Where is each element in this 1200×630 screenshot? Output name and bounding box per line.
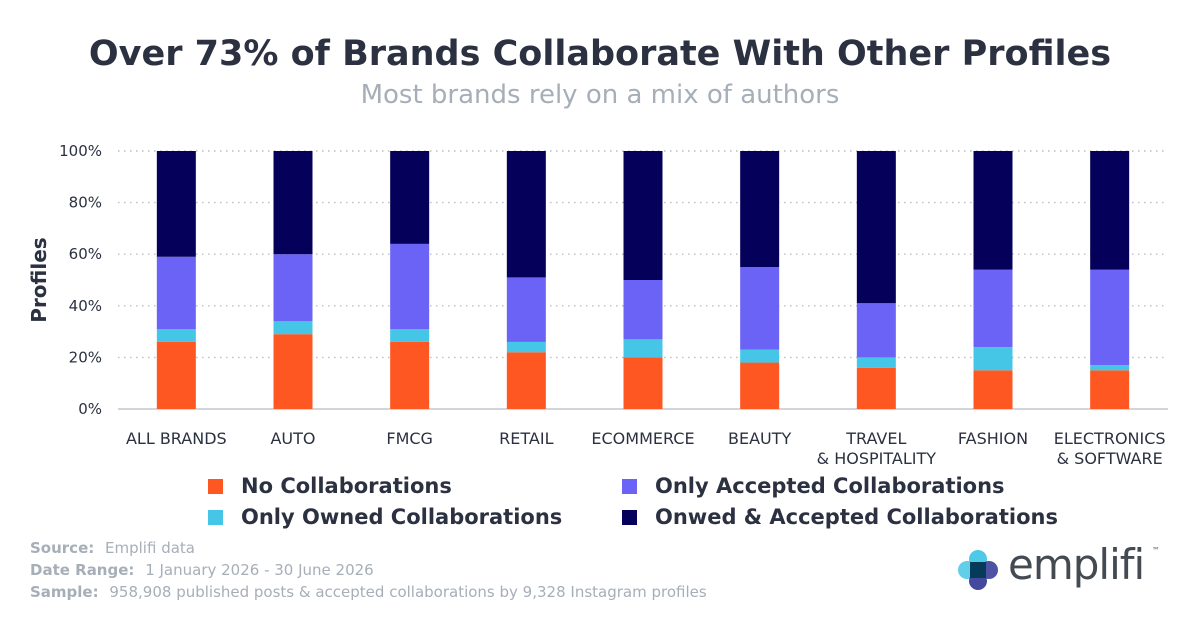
x-tick-label: RETAIL [499,429,553,448]
bar-segment [740,151,780,268]
legend-label: Onwed & Accepted Collaborations [655,505,1058,529]
bar-segment [1090,370,1130,409]
x-tick-label: FASHION [958,429,1028,448]
x-tick-label: AUTO [270,429,315,448]
footer-sample-label: Sample: [30,583,99,601]
legend-label: No Collaborations [241,474,452,498]
emplifi-logo-icon [958,550,998,590]
x-tick-label: ALL BRANDS [126,429,227,448]
footer-source: Source: Emplifi data [30,539,195,557]
bar-segment [156,151,196,257]
bar-segment [973,347,1013,371]
bar-segment [156,329,196,342]
bar-segment [1090,151,1130,270]
bar-segment [856,303,896,358]
bar-segment [506,352,546,409]
legend-item-only-accepted-collaborations: Only Accepted Collaborations [622,474,1005,498]
y-tick-label: 80% [69,194,102,212]
x-tick-label: & HOSPITALITY [817,449,937,468]
emplifi-logo: emplifi ™ [956,540,1166,596]
footer-sample-value: 958,908 published posts & accepted colla… [109,583,707,601]
bar-segment [390,341,430,409]
bar-segment [390,243,430,330]
bar-segment [506,277,546,342]
bar-segment [1090,365,1130,371]
trademark-symbol: ™ [1152,546,1160,555]
stacked-bar-chart: 0% 20% 40% 60% 80% 100% Profiles ALL BRANDS AUTO… [27,142,1168,468]
y-axis-title: Profiles [27,237,51,322]
legend-swatch [622,478,637,494]
x-tick-label: ELECTRONICS [1054,429,1166,448]
bar-segment [273,254,313,322]
footer-date-value: 1 January 2026 - 30 June 2026 [145,561,374,579]
bar-segment [156,256,196,330]
legend-item-only-owned-collaborations: Only Owned Collaborations [208,505,562,529]
bar-segment [740,349,780,363]
legend-swatch [208,509,223,525]
y-tick-label: 100% [59,142,102,160]
footer-source-label: Source: [30,539,95,557]
y-tick-label: 40% [69,297,102,315]
bar-segment [1090,269,1130,366]
bar-segment [623,151,663,280]
legend-item-no-collaborations: No Collaborations [208,474,452,498]
bar-segment [973,370,1013,409]
bar-segment [856,367,896,409]
x-tick-label: & SOFTWARE [1057,449,1163,468]
y-tick-label: 60% [69,245,102,263]
chart-title: Over 73% of Brands Collaborate With Othe… [88,34,1112,74]
footer-source-value: Emplifi data [105,539,195,557]
bar-segment [856,357,896,368]
y-tick-label: 20% [69,348,102,366]
x-tick-label: TRAVEL [845,429,906,448]
bar-segment [506,341,546,353]
x-tick-label: BEAUTY [728,429,792,448]
legend-label: Only Owned Collaborations [241,505,563,529]
footer-date-label: Date Range: [30,561,135,579]
bar-segment [623,339,663,358]
bar-segment [273,151,313,255]
x-tick-label: FMCG [386,429,433,448]
legend-item-owned-and-accepted-collaborations: Onwed & Accepted Collaborations [622,505,1058,529]
bar-segment [273,334,313,409]
bar-segment [740,267,780,350]
legend-swatch [208,478,223,494]
bar-segment [390,151,430,244]
y-tick-label: 0% [78,400,102,418]
legend-label: Only Accepted Collaborations [655,474,1005,498]
emplifi-logo-wordmark: emplifi [1008,540,1145,589]
bar-segment [973,269,1013,348]
bar-segment [623,357,663,409]
bar-segment [390,329,430,342]
bar-segment [156,341,196,409]
footer-date-range: Date Range: 1 January 2026 - 30 June 202… [30,561,374,579]
bar-segment [273,321,313,335]
chart-subtitle: Most brands rely on a mix of authors [360,80,840,110]
bar-segment [856,151,896,304]
bar-segment [623,280,663,340]
x-tick-label: ECOMMERCE [591,429,694,448]
bar-segment [506,151,546,278]
legend-swatch [622,509,637,525]
footer-sample: Sample: 958,908 published posts & accept… [30,583,707,601]
bar-segment [973,151,1013,270]
bar-segment [740,362,780,409]
